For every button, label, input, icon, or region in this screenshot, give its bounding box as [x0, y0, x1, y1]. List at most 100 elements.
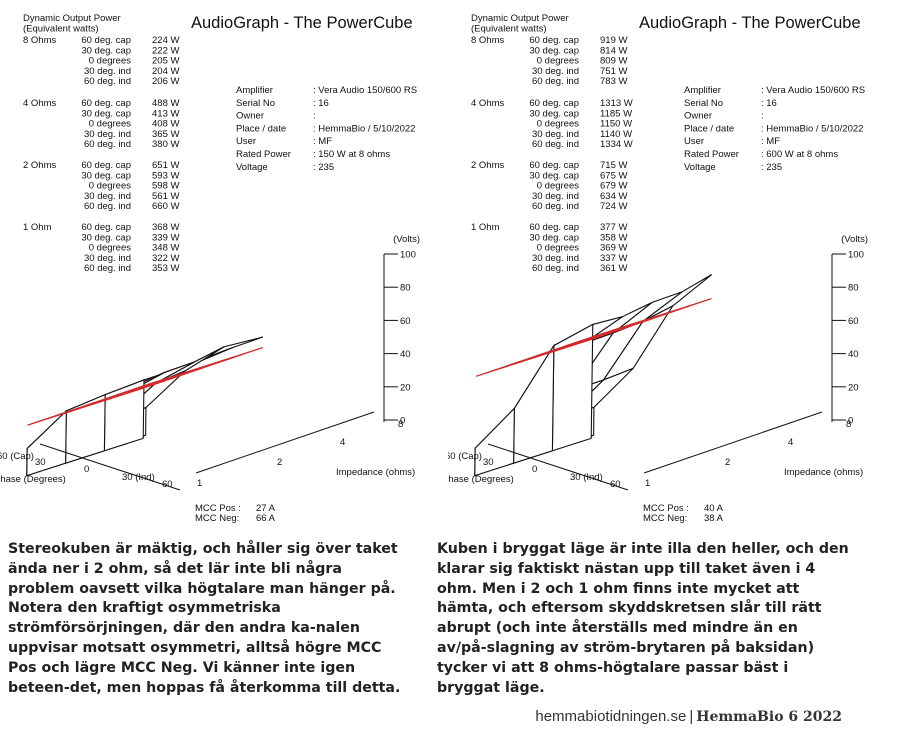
z-tick-label: 0	[848, 416, 853, 427]
load-label: 1 Ohm	[471, 222, 500, 233]
phase-label: 30 deg. ind	[532, 253, 579, 264]
power-value: 679 W	[600, 181, 627, 192]
phase-label: 30 deg. cap	[81, 232, 131, 243]
phase-label: 60 deg. cap	[529, 98, 579, 109]
power-value: 814 W	[600, 45, 627, 56]
surface-side-wall	[26, 409, 67, 477]
impedance-tick-label: 4	[340, 437, 345, 448]
rated-plane-line	[594, 298, 712, 337]
info-label: Rated Power	[684, 149, 739, 160]
surface-cell	[642, 274, 713, 322]
power-value: 204 W	[152, 66, 179, 77]
table-header-line: Dynamic Output Power	[23, 13, 121, 24]
phase-tick-label: 60 (Cap)	[448, 451, 482, 462]
phase-label: 30 deg. cap	[81, 45, 131, 56]
phase-axis-line	[487, 443, 629, 491]
info-value: : HemmaBio / 5/10/2022	[313, 123, 415, 134]
power-value: 339 W	[152, 232, 179, 243]
z-tick-label: 40	[400, 349, 411, 360]
info-value: : Vera Audio 150/600 RS	[761, 85, 865, 96]
phase-label: 30 deg. cap	[81, 170, 131, 181]
chart-title: AudioGraph - The PowerCube	[639, 14, 861, 32]
z-axis-label: (Volts)	[393, 234, 420, 245]
phase-label: 60 deg. cap	[529, 35, 579, 46]
phase-tick-label: 30	[35, 457, 46, 468]
z-tick-label: 100	[400, 250, 416, 261]
impedance-tick-label: 4	[788, 437, 793, 448]
power-value: 380 W	[152, 139, 179, 150]
info-value: : HemmaBio / 5/10/2022	[761, 123, 863, 134]
power-value: 205 W	[152, 56, 179, 67]
footer-issue: HemmaBio 6 2022	[696, 709, 842, 725]
phase-label: 30 deg. ind	[532, 66, 579, 77]
power-value: 1150 W	[600, 119, 632, 130]
rated-power-plane	[476, 298, 712, 377]
info-label: Rated Power	[236, 149, 291, 160]
impedance-tick-label: 2	[277, 457, 282, 468]
info-label: User	[236, 136, 256, 147]
z-tick-label: 20	[400, 382, 411, 393]
info-label: Place / date	[684, 123, 734, 134]
table-header-line: (Equivalent watts)	[23, 24, 99, 35]
z-tick-label: 40	[848, 349, 859, 360]
impedance-tick-label: 8	[398, 419, 403, 430]
powercube-panel-stereo: AudioGraph - The PowerCube Dynamic Output…	[0, 0, 453, 530]
mcc-value: 40 A	[704, 503, 724, 514]
rated-power-plane	[27, 347, 263, 426]
power-value: 222 W	[152, 45, 179, 56]
phase-label: 60 deg. ind	[532, 263, 579, 274]
impedance-axis-label: Impedance (ohms)	[784, 467, 863, 478]
power-value: 660 W	[152, 201, 179, 212]
phase-label: 0 degrees	[537, 243, 580, 254]
footer-separator: |	[689, 708, 694, 725]
caption-stereo: Stereokuben är mäktig, och håller sig öv…	[8, 540, 412, 698]
surface-side-wall	[513, 343, 555, 464]
info-value: : 600 W at 8 ohms	[761, 149, 838, 160]
load-label: 8 Ohms	[23, 35, 57, 46]
phase-label: 60 deg. ind	[84, 263, 131, 274]
info-label: Serial No	[684, 98, 723, 109]
phase-label: 0 degrees	[537, 56, 580, 67]
phase-label: 60 deg. cap	[81, 160, 131, 171]
info-label: Voltage	[236, 162, 268, 173]
power-value: 634 W	[600, 191, 627, 202]
power-value: 1185 W	[600, 108, 632, 119]
powercube-chart-bridged: AudioGraph - The PowerCube Dynamic Output…	[448, 13, 868, 524]
phase-label: 30 deg. cap	[529, 108, 579, 119]
surface-mesh	[474, 274, 713, 477]
rated-plane-line	[57, 377, 174, 416]
phase-label: 60 deg. ind	[532, 201, 579, 212]
power-value: 353 W	[152, 263, 179, 274]
phase-label: 60 deg. cap	[529, 222, 579, 233]
phase-axis-line	[39, 443, 181, 491]
z-tick-label: 0	[400, 416, 405, 427]
phase-tick-label: 0	[84, 464, 89, 475]
power-value: 919 W	[600, 35, 627, 46]
power-value: 1313 W	[600, 98, 633, 109]
rated-plane-line	[505, 328, 623, 367]
impedance-tick-label: 1	[645, 478, 650, 489]
phase-tick-label: 30 (Ind)	[122, 472, 155, 483]
table-header-line: Dynamic Output Power	[471, 13, 569, 24]
power-value: 348 W	[152, 243, 179, 254]
power-value: 408 W	[152, 119, 179, 130]
table-header-line: (Equivalent watts)	[471, 24, 547, 35]
phase-label: 30 deg. ind	[532, 129, 579, 140]
phase-label: 0 degrees	[89, 119, 132, 130]
z-tick-label: 100	[848, 250, 864, 261]
phase-label: 60 deg. ind	[84, 201, 131, 212]
power-value: 1140 W	[600, 129, 632, 140]
phase-label: 60 deg. cap	[529, 160, 579, 171]
mcc-value: 27 A	[256, 503, 276, 514]
power-value: 598 W	[152, 181, 179, 192]
rated-plane-line	[86, 367, 204, 406]
phase-label: 0 degrees	[89, 181, 132, 192]
phase-label: 0 degrees	[89, 243, 132, 254]
z-tick-label: 60	[400, 316, 411, 327]
power-value: 724 W	[600, 201, 627, 212]
power-value: 488 W	[152, 98, 179, 109]
power-value: 224 W	[152, 35, 179, 46]
phase-label: 60 deg. ind	[84, 76, 131, 87]
phase-axis-label: Phase (Degrees)	[448, 474, 514, 485]
mcc-label: MCC Neg:	[195, 513, 239, 524]
